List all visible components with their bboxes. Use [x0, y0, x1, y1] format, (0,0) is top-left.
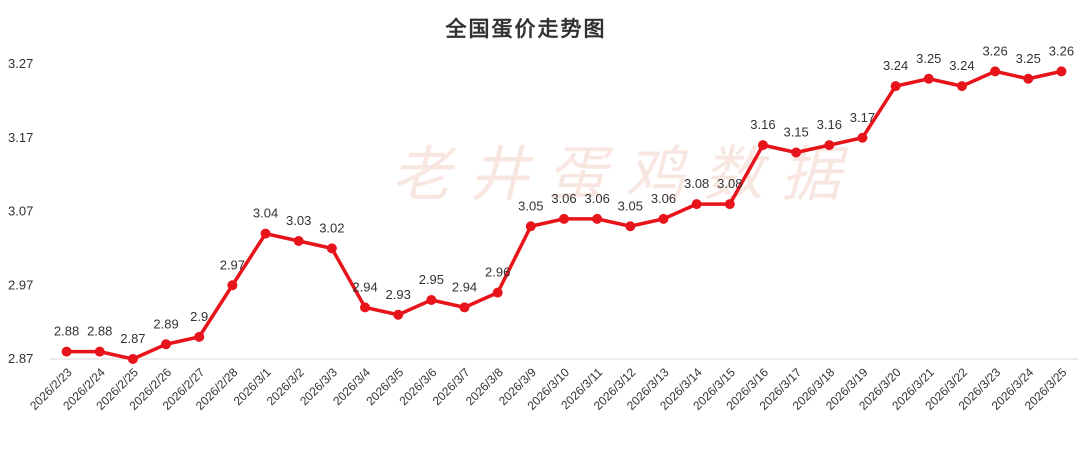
data-point: [293, 236, 304, 246]
data-point: [724, 199, 735, 210]
data-label: 3.24: [949, 58, 974, 73]
data-label: 3.08: [717, 176, 742, 191]
data-point: [227, 280, 238, 291]
data-label: 3.05: [518, 198, 543, 213]
x-axis: 2026/2/232026/2/242026/2/252026/2/262026…: [27, 365, 1070, 413]
data-label: 3.15: [783, 125, 808, 140]
data-label: 3.03: [286, 213, 311, 228]
data-label: 3.06: [651, 191, 676, 206]
data-label: 2.87: [120, 331, 145, 346]
data-point: [757, 140, 768, 151]
data-label: 2.96: [485, 265, 510, 280]
data-label: 3.25: [916, 51, 941, 66]
data-point: [890, 81, 901, 92]
data-point: [956, 81, 967, 92]
data-label: 2.95: [419, 272, 444, 287]
data-point: [525, 221, 536, 232]
data-label: 2.9: [190, 309, 208, 324]
y-tick-label: 2.97: [8, 277, 33, 292]
data-point: [426, 295, 437, 305]
data-point: [492, 287, 503, 298]
data-point: [625, 221, 636, 232]
data-point: [459, 302, 470, 313]
data-point: [1056, 66, 1067, 77]
data-label: 3.24: [883, 58, 908, 73]
data-label: 2.89: [153, 316, 178, 331]
data-label: 3.26: [982, 43, 1007, 58]
data-label: 3.26: [1049, 43, 1074, 58]
data-point: [326, 243, 337, 254]
data-point: [127, 354, 138, 364]
data-point: [61, 346, 72, 357]
data-point: [857, 132, 868, 143]
data-label: 2.93: [386, 287, 411, 302]
data-label: 3.06: [585, 191, 610, 206]
data-label: 3.06: [551, 191, 576, 206]
data-label: 2.88: [87, 324, 112, 339]
data-label: 2.88: [54, 324, 79, 339]
data-point: [161, 339, 172, 350]
data-point: [592, 213, 603, 224]
data-point: [1023, 73, 1034, 84]
data-label: 3.16: [817, 117, 842, 132]
y-tick-label: 2.87: [8, 351, 33, 366]
data-point: [824, 140, 835, 151]
data-label: 3.08: [684, 176, 709, 191]
data-point: [360, 302, 371, 313]
data-label: 2.94: [452, 279, 477, 294]
data-label: 2.94: [352, 279, 377, 294]
chart-title: 全国蛋价走势图: [445, 16, 607, 41]
data-point: [691, 199, 702, 210]
y-axis: 2.87 2.97 3.07 3.17 3.27: [8, 56, 33, 366]
data-point: [559, 213, 569, 224]
data-point: [393, 309, 404, 320]
data-label: 3.25: [1016, 51, 1041, 66]
data-label: 3.05: [618, 198, 643, 213]
data-point: [923, 73, 934, 84]
y-tick-label: 3.07: [8, 204, 33, 219]
y-tick-label: 3.17: [8, 130, 33, 145]
data-labels: 2.88 2.88 2.87 2.89 2.9 2.97 3.04 3.03 3.02 2.94 2…: [54, 43, 1074, 346]
watermark-text: 老井蛋鸡数据: [391, 140, 859, 210]
data-point: [990, 66, 1001, 77]
data-point: [260, 228, 271, 239]
data-point: [194, 331, 205, 342]
data-label: 3.04: [253, 206, 278, 221]
data-label: 3.16: [750, 117, 775, 132]
data-point: [658, 213, 669, 224]
data-label: 3.02: [319, 220, 344, 235]
data-point: [94, 346, 105, 357]
data-points: [61, 66, 1067, 364]
data-point: [791, 147, 802, 158]
data-label: 3.17: [850, 110, 875, 125]
data-label: 2.97: [220, 257, 245, 272]
y-tick-label: 3.27: [8, 56, 33, 71]
